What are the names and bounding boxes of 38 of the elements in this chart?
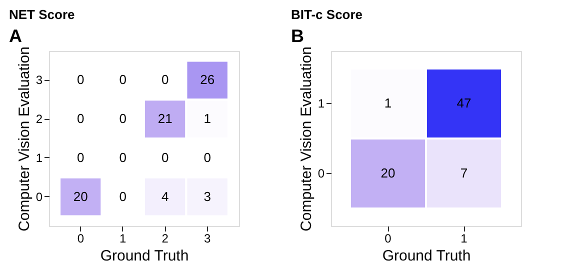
text: B bbox=[291, 26, 304, 46]
data-label: 0 bbox=[77, 72, 84, 88]
x-tick-label: 0 bbox=[77, 232, 84, 246]
data-label: 20 bbox=[380, 166, 396, 180]
x-axis-title: Ground Truth bbox=[382, 248, 471, 264]
data-label: 47 bbox=[456, 96, 472, 110]
y-axis-title: Computer Vision Evaluation bbox=[298, 46, 315, 232]
data-label: 0 bbox=[161, 72, 169, 88]
x-tick-label: 1 bbox=[460, 232, 468, 246]
data-label: 1 bbox=[384, 96, 392, 110]
data-label: 3 bbox=[204, 188, 211, 204]
data-label: 21 bbox=[158, 111, 172, 126]
y-axis-title: Computer Vision Evaluation bbox=[16, 46, 33, 232]
x-tick-label: 0 bbox=[384, 232, 392, 246]
x-tick-label: 3 bbox=[204, 232, 211, 246]
data-label: 1 bbox=[204, 111, 211, 126]
data-label: 0 bbox=[77, 111, 84, 126]
data-label: 26 bbox=[200, 72, 215, 88]
y-tick-label: 0 bbox=[36, 190, 43, 204]
data-label: 0 bbox=[161, 150, 169, 165]
x-axis-title: Ground Truth bbox=[100, 248, 189, 264]
data-label: 0 bbox=[119, 150, 127, 165]
chart-title: BIT-c Score bbox=[291, 7, 363, 22]
y-tick-label: 2 bbox=[36, 112, 43, 126]
data-label: 0 bbox=[77, 150, 84, 165]
data-label: 0 bbox=[119, 111, 127, 126]
data-label: 20 bbox=[73, 188, 88, 204]
x-tick-label: 1 bbox=[120, 232, 127, 246]
text: A bbox=[9, 26, 22, 46]
data-label: 0 bbox=[119, 72, 127, 88]
data-label: 0 bbox=[119, 188, 127, 204]
data-label: 0 bbox=[204, 150, 211, 165]
data-label: 7 bbox=[460, 166, 468, 180]
data-label: 4 bbox=[161, 188, 169, 204]
x-tick-label: 2 bbox=[162, 232, 169, 246]
y-tick-label: 3 bbox=[36, 73, 43, 88]
y-tick-label: 1 bbox=[36, 150, 43, 165]
chart-title: NET Score bbox=[9, 7, 75, 22]
